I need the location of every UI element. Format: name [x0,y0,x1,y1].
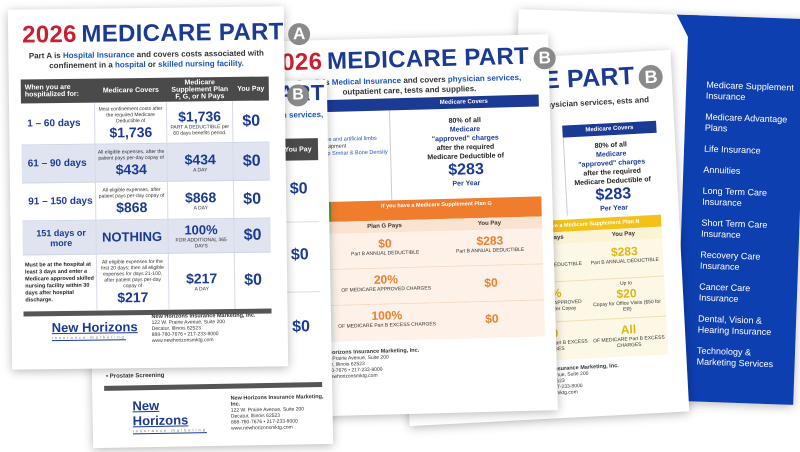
covers-amount: NOTHING [102,228,163,245]
column-header: You Pay [237,85,265,93]
supplement-note: PART A DEDUCTIBLE per 60 days benefits p… [170,123,230,137]
table-row: 61 – 90 days All eligible expenses, afte… [21,142,270,184]
service-item: Short Term Care Insurance [700,217,768,240]
covers-note: All eligible expenses for the first 20 d… [101,258,164,290]
services-sidebar: Medicare Supplement Insurance Medicare A… [675,15,800,405]
service-item: Life Insurance [703,143,761,156]
supplement-amount: $868 [184,188,217,206]
sheet-title: 2026 MEDICARE PART A [22,18,311,50]
covers-note: All eligible expenses, after patient pay… [98,186,165,200]
period-cell: 1 – 60 days [20,102,96,145]
you-pay-note: Copay for Office Visits ($50 for ER) [592,298,662,313]
supplement-amount: $1,736 [178,107,222,125]
you-pay-amount: $0 [243,190,262,208]
you-pay-amount: $0 [243,226,262,244]
service-item: Cancer Care Insurance [698,281,751,304]
part-letter-badge: A [288,23,311,46]
supplement-note: A DAY [193,204,208,211]
sheet-subtitle: Part A is Hospital Insurance and covers … [28,48,264,71]
service-item: Annuities [703,164,741,176]
table-row: 151 days or more NOTHING 100% FOR ADDITIO… [22,218,271,256]
supplement-note: A DAY [193,166,208,173]
footer: New Horizons insurance marketing New Hori… [92,394,333,434]
part-letter-badge: B [638,64,664,90]
covers-note: All eligible expenses, after the patient… [97,148,165,162]
supplement-amount: $217 [185,270,218,287]
supplement-note: A DAY [194,286,209,293]
service-item: Medicare Advantage Plans [704,111,788,134]
service-item: Technology & Marketing Services [696,345,774,370]
service-item: Medicare Supplement Insurance [705,79,794,103]
table-row: Must be at the hospital at least 3 days … [22,252,272,312]
service-item: Long Term Care Insurance [702,185,768,208]
covers-amount: $434 [115,160,147,177]
service-item: Dental, Vision & Hearing Insurance [697,313,772,338]
column-header: Medicare Supplement Plan F, G, or N Pays [171,78,229,101]
company-address: New Horizons Insurance Marketing, Inc.12… [151,312,256,344]
plan-note: OF MEDICARE Part B EXCESS CHARGES [338,321,437,330]
covers-amount: $1,736 [109,123,153,140]
supplement-amount: $434 [184,150,216,168]
supplement-note: FOR ADDITIONAL 365 DAYS [175,237,227,250]
you-pay-amount: $0 [242,152,261,170]
company-logo: New Horizons insurance marketing [132,397,207,433]
period-cell: 91 – 150 days [21,182,97,221]
part-letter-badge: B [533,47,557,70]
period-cell: Must be at the hospital at least 3 days … [22,254,98,312]
footer: New Horizons insurance marketing New Hori… [12,312,288,345]
covers-amount: $868 [116,198,148,215]
company-logo: New Horizons insurance marketing [51,319,138,341]
service-item: • Prostate Screening [105,372,165,380]
period-cell: 61 – 90 days [21,144,96,183]
table-row: 91 – 150 days All eligible expenses, aft… [21,180,271,222]
part-letter-badge: B [286,84,310,107]
column-header: Medicare Covers [102,86,159,95]
part-a-table: When you are hospitalized for: Medicare … [20,76,272,317]
column-header: When you are hospitalized for: [24,83,79,99]
table-row: 1 – 60 days Most confinement costs after… [20,100,270,146]
you-pay-amount: $0 [485,311,499,326]
covers-amount: $217 [117,289,149,306]
you-pay-note: OF MEDICARE Part B EXCESS CHARGES [592,334,665,350]
you-pay-amount: $0 [242,112,261,130]
you-pay-amount: $0 [484,275,498,290]
period-cell: 151 days or more [22,220,97,255]
supplement-amount: 100% [184,222,218,238]
part-a-sheet: 2026 MEDICARE PART A Part A is Hospital … [7,6,311,370]
covers-note: Most confinement costs after the require… [98,105,163,124]
service-item: Recovery Care Insurance [699,249,761,272]
you-pay-amount: $0 [244,271,263,289]
company-address: New Horizons Insurance Marketing, Inc.12… [230,394,324,432]
